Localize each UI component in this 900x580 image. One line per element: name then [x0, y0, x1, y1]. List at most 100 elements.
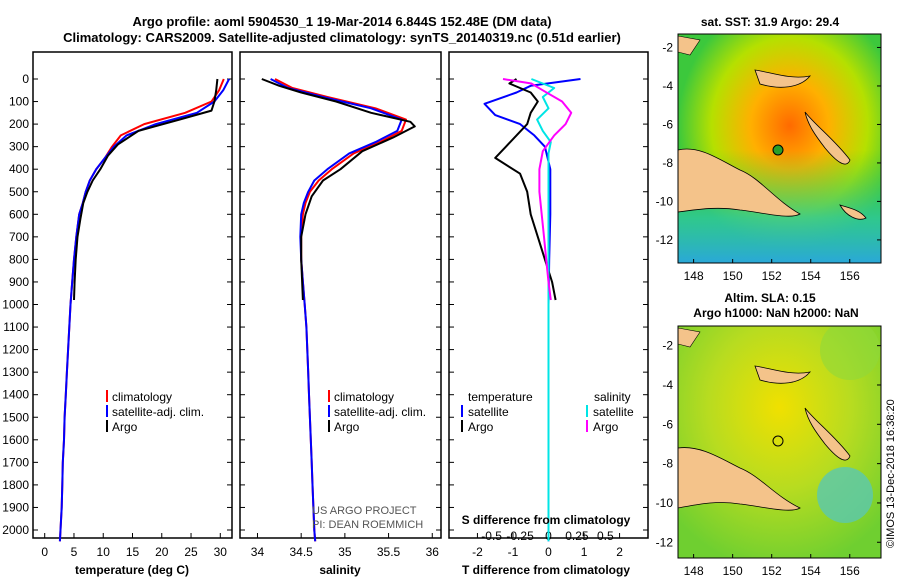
depth-tick-label: 200	[9, 117, 29, 131]
legend-satellite-swatch	[106, 405, 108, 417]
salinity-panel-frame	[239, 51, 442, 539]
sla-map-axes: -2 -4 -6 -8 -10 -12 148 150 152 154 156	[656, 339, 881, 578]
series-line-climatology	[274, 78, 407, 542]
lon-tick-label: 152	[762, 564, 782, 578]
temperature-series	[58, 78, 230, 542]
lat-tick-label: -6	[662, 117, 673, 131]
x-tick-label: 36	[426, 545, 440, 559]
credit-project: US ARGO PROJECT	[312, 505, 417, 517]
legend-argo-swatch	[106, 420, 108, 432]
x-tick-label: 25	[184, 545, 198, 559]
depth-tick-label: 1700	[2, 455, 29, 469]
difference-xlabel: T difference from climatology	[462, 563, 630, 577]
lon-tick-label: 152	[762, 269, 782, 283]
lon-tick-label: 150	[723, 564, 743, 578]
series-line-satellite-adj-clim-	[58, 78, 230, 542]
lat-tick-label: -8	[662, 457, 673, 471]
lon-tick-label: 150	[723, 269, 743, 283]
depth-tick-label: 1000	[2, 298, 29, 312]
legend-t-argo: Argo	[468, 420, 494, 434]
legend-climatology-swatch	[328, 390, 330, 402]
lat-tick-label: -4	[662, 378, 673, 392]
series-line-argo	[261, 78, 416, 301]
x-tick-label: 30	[214, 545, 228, 559]
depth-tick-label: 1100	[3, 320, 29, 334]
depth-tick-label: 900	[9, 275, 29, 289]
x-tick-label: 0	[545, 545, 552, 559]
series-line-temperature-satellite	[483, 78, 581, 542]
temperature-xlabel: temperature (deg C)	[75, 563, 189, 577]
difference-legend: temperature satellite Argo salinity sate…	[461, 390, 634, 434]
timestamp-stamp: ©IMOS 13-Dec-2018 16:38:20	[885, 399, 897, 548]
legend-s-argo: Argo	[593, 420, 619, 434]
x-tick-label: -2	[472, 545, 483, 559]
legend-climatology: climatology	[334, 390, 394, 404]
lon-tick-label: 156	[840, 564, 860, 578]
depth-tick-label: 1400	[2, 388, 29, 402]
depth-tick-label: 2000	[2, 523, 29, 537]
sst-argo-marker	[772, 144, 784, 156]
legend-satellite-swatch	[328, 405, 330, 417]
lat-tick-label: -12	[656, 535, 674, 549]
x-tick-label: 15	[126, 545, 140, 559]
x-tick-label: 20	[155, 545, 169, 559]
lat-tick-label: -2	[662, 40, 673, 54]
depth-tick-label: 1900	[2, 500, 29, 514]
salinity-legend: climatology satellite-adj. clim. Argo	[328, 390, 426, 434]
header-title-line1: Argo profile: aoml 5904530_1 19-Mar-2014…	[132, 14, 551, 29]
salinity-series	[261, 78, 416, 542]
depth-tick-label: 1500	[2, 410, 29, 424]
lon-tick-label: 154	[801, 269, 821, 283]
sla-map-title1: Altim. SLA: 0.15	[724, 291, 816, 305]
temperature-legend: climatology satellite-adj. clim. Argo	[106, 390, 204, 434]
legend-temperature-title: temperature	[468, 390, 533, 404]
series-line-temperature-argo	[494, 78, 557, 301]
x-tick-label: -1	[508, 545, 519, 559]
lat-tick-label: -10	[656, 194, 674, 208]
depth-tick-label: 400	[9, 162, 29, 176]
s-tick-label: -0.5	[481, 529, 502, 543]
lon-tick-label: 154	[801, 564, 821, 578]
legend-satellite: satellite-adj. clim.	[334, 405, 426, 419]
sst-map-axes: -2 -4 -6 -8 -10 -12 148 150 152 154 156	[656, 40, 881, 283]
s-tick-label: -0.25	[506, 529, 534, 543]
x-tick-label: 5	[71, 545, 78, 559]
salinity-xlabel: salinity	[319, 563, 361, 577]
lat-tick-label: -12	[656, 233, 674, 247]
series-line-argo	[73, 78, 219, 301]
lat-tick-label: -6	[662, 417, 673, 431]
x-tick-label: 34.5	[289, 545, 313, 559]
difference-series	[483, 78, 581, 542]
lon-tick-label: 148	[684, 564, 704, 578]
x-tick-label: 0	[41, 545, 48, 559]
s-tick-label: 0.25	[565, 529, 589, 543]
legend-t-argo-swatch	[461, 420, 463, 432]
legend-argo: Argo	[112, 420, 138, 434]
temperature-x-axis: 0 5 10 15 20 25 30	[41, 533, 227, 559]
s-tick-label: 0.5	[597, 529, 614, 543]
x-tick-label: 1	[581, 545, 588, 559]
depth-tick-label: 300	[9, 140, 29, 154]
sla-map	[677, 325, 882, 559]
lat-tick-label: -8	[662, 156, 673, 170]
s-difference-label: S difference from climatology	[462, 513, 631, 527]
x-tick-label: 35	[338, 545, 352, 559]
sla-argo-marker	[772, 435, 784, 447]
sla-map-title2: Argo h1000: NaN h2000: NaN	[693, 306, 858, 320]
lat-tick-label: -2	[662, 339, 673, 353]
x-tick-label: 10	[97, 545, 111, 559]
series-line-salinity-argo	[502, 78, 573, 301]
legend-satellite: satellite-adj. clim.	[112, 405, 204, 419]
series-line-salinity-satellite	[531, 78, 556, 542]
depth-tick-label: 1200	[2, 343, 29, 357]
header-title-line2: Climatology: CARS2009. Satellite-adjuste…	[63, 30, 621, 45]
legend-s-satellite: satellite	[593, 405, 634, 419]
depth-axis: 0 100 200 300 400 500 600 700 800 900 1000 1100 1200…	[2, 72, 648, 537]
depth-tick-label: 1300	[2, 365, 29, 379]
sst-map-title: sat. SST: 31.9 Argo: 29.4	[701, 15, 840, 29]
lat-tick-label: -10	[656, 496, 674, 510]
depth-tick-label: 800	[9, 252, 29, 266]
legend-argo: Argo	[334, 420, 360, 434]
legend-t-satellite: satellite	[468, 405, 509, 419]
